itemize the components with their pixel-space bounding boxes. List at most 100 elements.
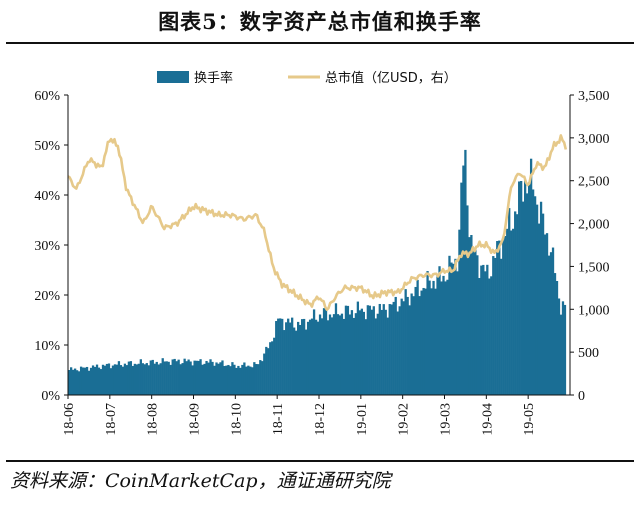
turnover-bar <box>362 311 365 395</box>
turnover-bar <box>257 364 260 395</box>
turnover-bar <box>350 310 354 395</box>
turnover-bar <box>500 258 503 395</box>
turnover-bar <box>424 288 427 395</box>
turnover-bar <box>468 237 471 395</box>
turnover-bar <box>259 360 262 395</box>
turnover-bar <box>310 318 314 395</box>
turnover-bar <box>93 366 97 395</box>
turnover-bar <box>213 365 216 395</box>
turnover-bar <box>466 205 469 395</box>
turnover-bar <box>382 304 385 395</box>
turnover-bar <box>69 367 73 395</box>
turnover-bar <box>189 361 192 395</box>
turnover-bar <box>89 367 93 395</box>
turnover-bar <box>231 362 234 395</box>
turnover-bar <box>195 360 198 395</box>
turnover-bar <box>527 182 531 395</box>
turnover-bar <box>91 365 95 395</box>
turnover-bar <box>537 223 541 395</box>
turnover-bar <box>470 235 473 395</box>
y-right-tick-label: 0 <box>578 389 585 404</box>
x-tick-label: 19-04 <box>480 403 495 436</box>
turnover-bar <box>225 365 228 395</box>
turnover-bar <box>494 257 497 395</box>
turnover-bar <box>314 319 318 395</box>
turnover-bar <box>145 363 148 395</box>
turnover-bar <box>366 305 369 395</box>
turnover-bar <box>348 314 352 395</box>
turnover-bar <box>185 361 188 395</box>
turnover-bar <box>291 317 294 395</box>
turnover-bar <box>83 367 87 395</box>
turnover-bar <box>143 364 146 395</box>
turnover-bar <box>289 322 292 395</box>
turnover-bar <box>516 214 519 395</box>
turnover-bar <box>496 241 499 395</box>
turnover-bar <box>488 278 491 395</box>
turnover-bar <box>434 288 437 395</box>
turnover-bar <box>235 367 238 395</box>
turnover-bar <box>378 303 381 395</box>
turnover-bar <box>551 247 555 395</box>
turnover-bar <box>464 149 467 395</box>
turnover-bar <box>157 364 160 395</box>
y-right-tick-label: 1,500 <box>578 260 610 275</box>
turnover-bar <box>364 319 367 395</box>
turnover-bar <box>529 158 533 395</box>
turnover-bar <box>141 363 144 395</box>
turnover-bar <box>295 330 298 395</box>
legend-swatch-turnover <box>157 71 189 83</box>
turnover-bar <box>498 240 501 395</box>
turnover-bar <box>147 365 150 395</box>
x-tick-label: 18-09 <box>188 403 203 436</box>
turnover-bar <box>344 305 348 395</box>
turnover-bar <box>372 306 375 395</box>
turnover-bar <box>324 308 328 395</box>
turnover-bar <box>486 264 489 395</box>
turnover-bar <box>277 318 280 395</box>
turnover-bar <box>191 365 194 395</box>
source-text: 资料来源：CoinMarketCap，通证通研究院 <box>10 470 391 492</box>
turnover-bar <box>203 363 206 395</box>
turnover-bar <box>129 361 133 395</box>
turnover-bar <box>177 359 180 395</box>
turnover-bar <box>217 363 220 395</box>
turnover-bar <box>135 364 138 395</box>
turnover-bar <box>255 364 258 395</box>
x-tick-label: 19-03 <box>439 403 454 436</box>
turnover-bar <box>336 314 340 395</box>
turnover-bar <box>535 204 539 395</box>
turnover-bar <box>121 366 125 395</box>
turnover-bar <box>356 301 360 395</box>
turnover-bar <box>139 359 142 395</box>
turnover-bar <box>73 368 77 395</box>
y-left-tick-label: 40% <box>34 189 60 204</box>
turnover-bar <box>518 181 521 395</box>
turnover-bar <box>520 181 523 395</box>
turnover-bar <box>472 248 475 395</box>
y-left-tick-label: 30% <box>34 239 60 254</box>
turnover-bar <box>380 309 383 395</box>
turnover-bar <box>514 211 517 395</box>
turnover-bar <box>267 348 270 395</box>
turnover-bar <box>245 366 248 395</box>
turnover-bar <box>265 346 268 395</box>
turnover-bar <box>107 363 111 395</box>
turnover-bar <box>199 359 202 395</box>
turnover-bar <box>241 364 244 395</box>
turnover-bar <box>510 230 513 395</box>
turnover-bar <box>406 296 409 395</box>
turnover-bar <box>561 301 565 395</box>
turnover-bar <box>304 329 308 395</box>
turnover-bar <box>101 364 105 395</box>
turnover-bar <box>197 360 200 395</box>
turnover-bar <box>504 236 507 395</box>
turnover-bar <box>181 363 184 395</box>
turnover-bar <box>549 252 553 395</box>
turnover-bar <box>169 364 172 395</box>
chart-svg: 0% 10% 20% 30% 40% 50% 60% 0 500 1,000 1,500 2,000 2… <box>34 70 610 436</box>
y-right-tick-label: 500 <box>578 346 599 361</box>
turnover-bar <box>522 201 525 395</box>
turnover-bar <box>322 308 326 395</box>
turnover-bar <box>113 364 117 395</box>
